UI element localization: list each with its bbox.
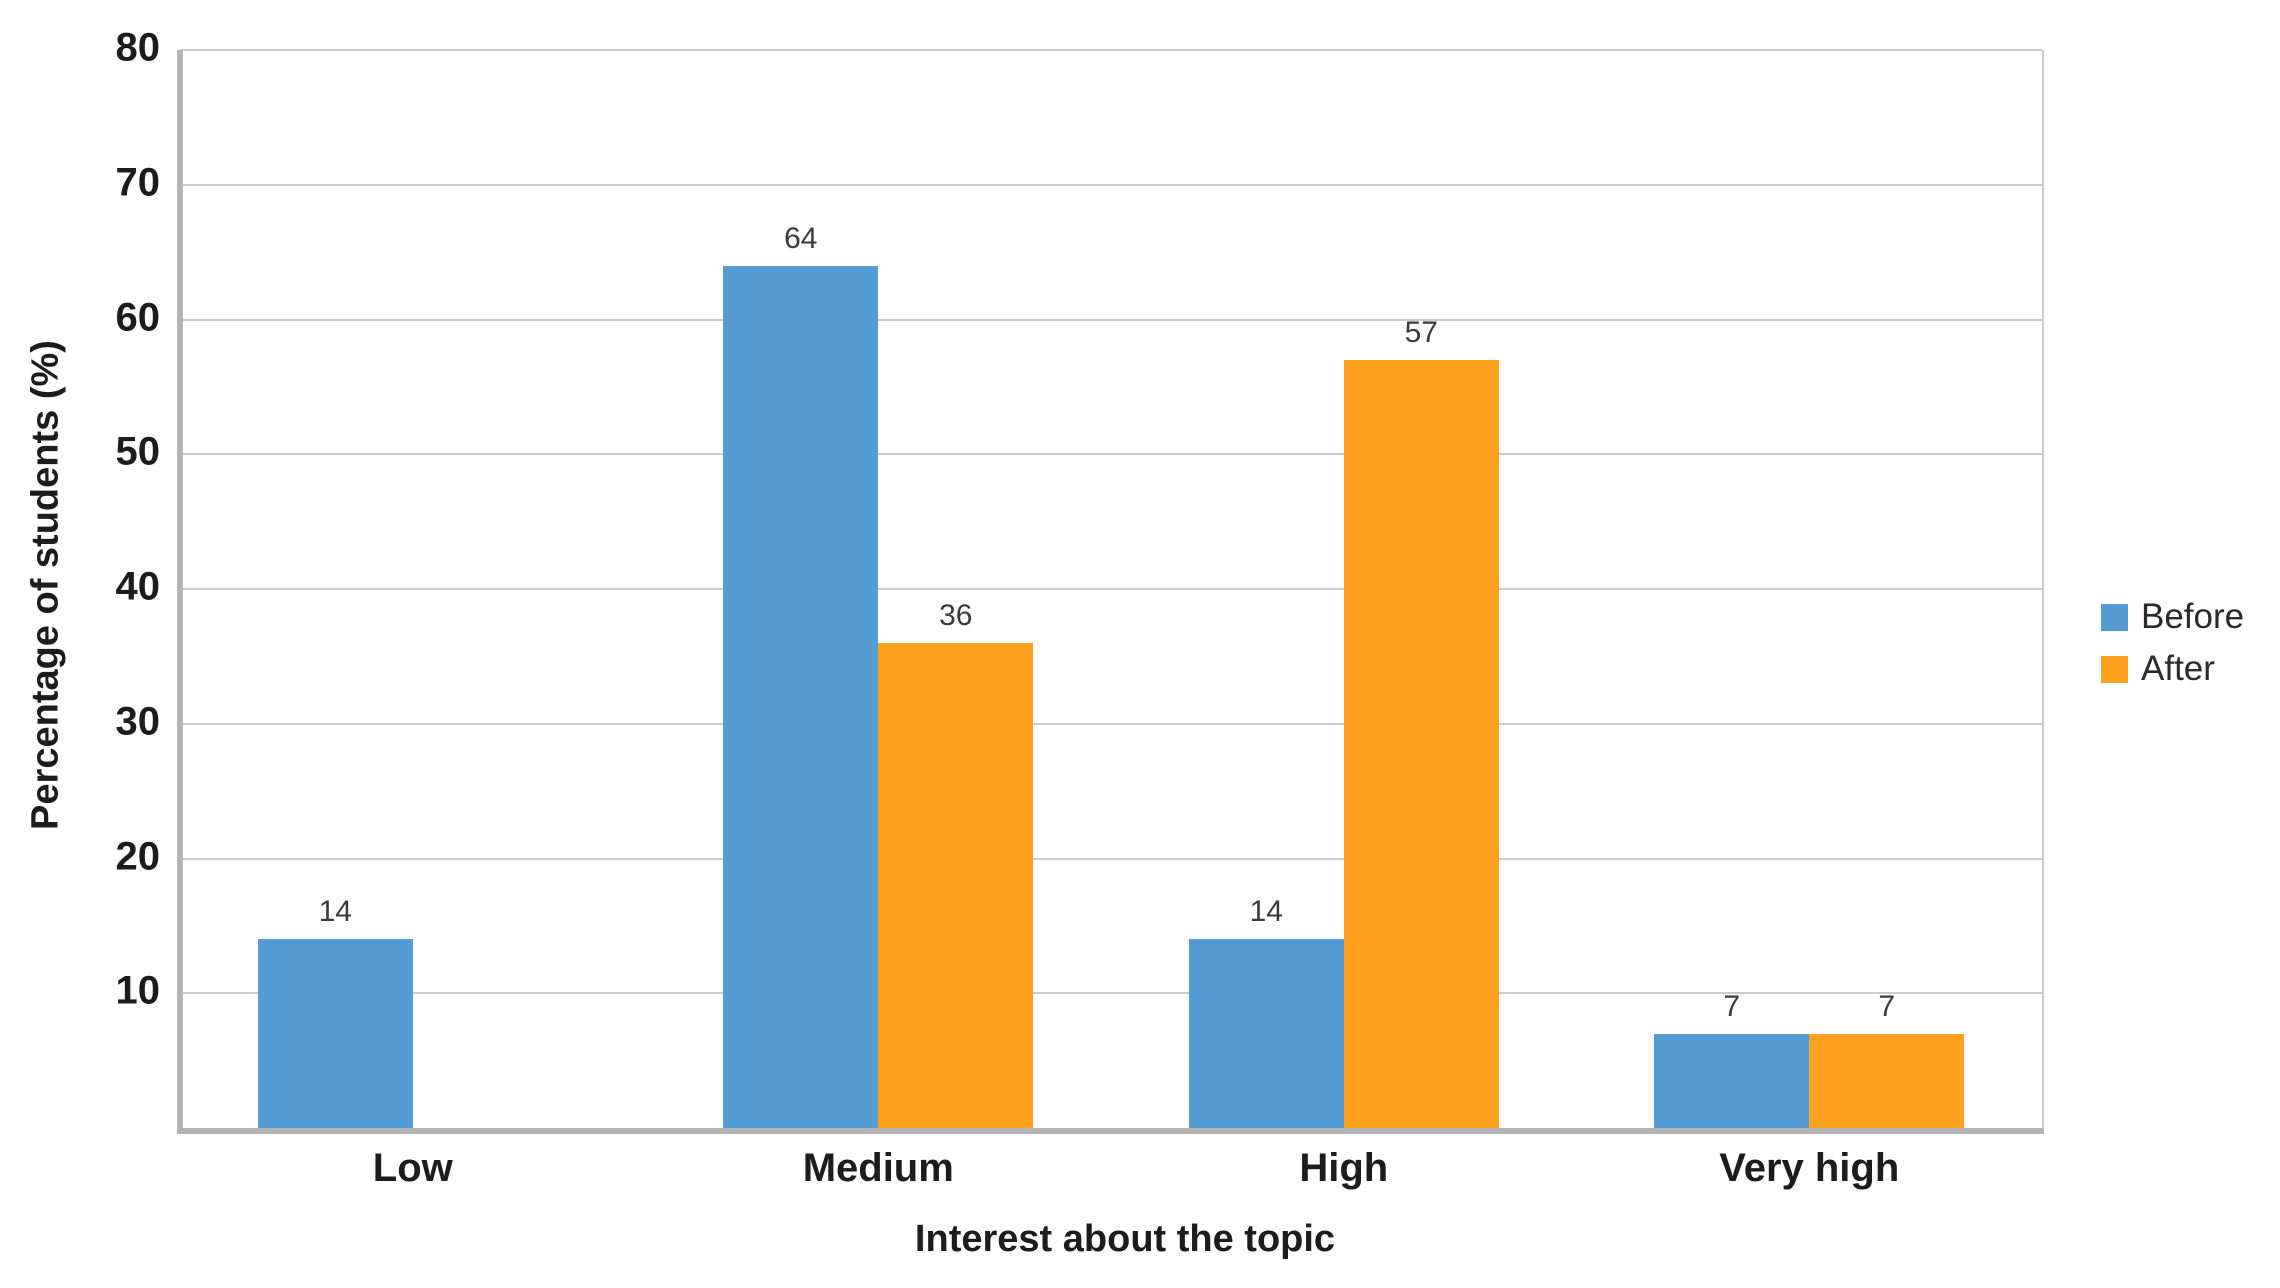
y-tick-label: 20 — [115, 834, 161, 879]
bar-value-label: 64 — [784, 221, 818, 255]
x-axis-line — [177, 1128, 2044, 1134]
bar-value-label: 14 — [1249, 895, 1283, 929]
bar-value-label: 7 — [1723, 989, 1741, 1023]
category-label: Very high — [1719, 1146, 1900, 1190]
gridline — [180, 453, 2042, 456]
y-tick-label: 70 — [115, 160, 161, 205]
y-tick-label: 80 — [115, 25, 161, 70]
legend: Before After — [2101, 597, 2244, 701]
y-tick-label: 60 — [115, 295, 161, 340]
y-tick-label: 40 — [115, 564, 161, 609]
bar-value-label: 14 — [318, 895, 352, 929]
after-bar-very-high — [1809, 1033, 1965, 1128]
gridline — [180, 857, 2042, 860]
after-bar-high — [1343, 359, 1499, 1128]
category-label: Medium — [802, 1146, 954, 1190]
y-axis-title: Percentage of students (%) — [24, 340, 67, 830]
y-tick-label: 30 — [115, 699, 161, 744]
before-bar-medium — [723, 265, 879, 1128]
before-bar-very-high — [1654, 1033, 1810, 1128]
gridline — [180, 588, 2042, 590]
category-label: High — [1299, 1146, 1389, 1190]
gridline — [180, 992, 2042, 995]
bar-value-label: 57 — [1404, 315, 1438, 349]
y-axis-line — [177, 50, 183, 1134]
gridline — [180, 318, 2042, 321]
gridline — [180, 49, 2042, 51]
gridline — [180, 183, 2042, 186]
x-axis-title: Interest about the topic — [914, 1218, 1336, 1260]
legend-label-after: After — [2141, 649, 2215, 688]
category-label: Low — [372, 1146, 453, 1190]
before-bar-low — [257, 939, 413, 1128]
before-color-swatch-icon — [2101, 603, 2128, 631]
legend-item-before: Before — [2101, 597, 2244, 637]
before-bar-high — [1188, 939, 1344, 1128]
y-tick-label: 10 — [115, 968, 161, 1013]
after-bar-medium — [878, 642, 1034, 1128]
after-color-swatch-icon — [2101, 655, 2128, 683]
bar-value-label: 7 — [1878, 989, 1896, 1023]
y-tick-label: 50 — [115, 429, 161, 474]
bar-value-label: 36 — [939, 598, 973, 632]
plot-right-border — [2042, 50, 2044, 1128]
legend-item-after: After — [2101, 649, 2244, 689]
legend-label-before: Before — [2141, 597, 2245, 636]
gridline — [180, 722, 2042, 725]
